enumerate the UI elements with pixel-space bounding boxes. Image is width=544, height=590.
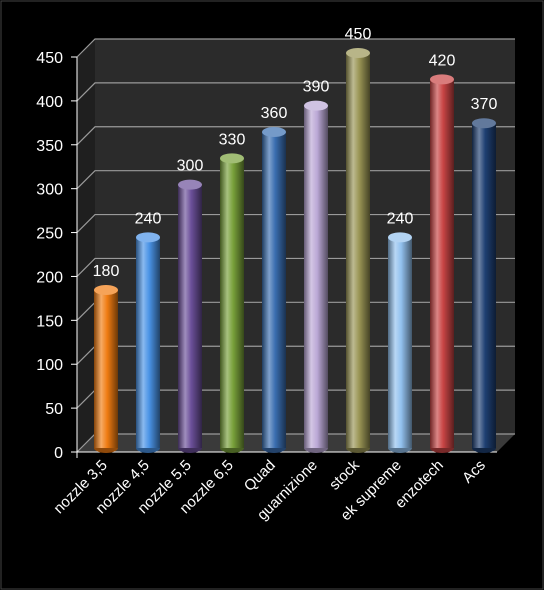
y-tick-label: 300 [36,182,63,199]
data-label: 420 [429,52,456,69]
gridline [76,38,515,58]
bar-cap [304,100,328,111]
y-tick-label: 350 [36,138,63,155]
gridline [76,257,515,277]
y-axis: 0 50 100 150 200 250 300 350 400 450 [36,50,78,462]
y-tick-label: 200 [36,269,63,286]
bar-body [136,237,160,448]
y-tick-label: 400 [36,94,63,111]
y-tick-label: 150 [36,313,63,330]
bar-body [388,237,412,448]
bar-cap [262,127,286,137]
bar-body [346,53,370,448]
bar-cap [346,48,370,58]
bar-cap [430,74,454,85]
bar-cap [220,153,244,164]
bar [388,232,412,453]
data-label: 240 [387,210,414,227]
bar-cap [136,232,160,243]
y-tick-label: 250 [36,226,63,243]
bar [136,232,160,453]
bar-body [430,79,454,448]
bar-body [262,132,286,448]
y-tick-label: 0 [54,445,63,462]
bar [346,48,370,453]
data-labels: 180 240 300 330 360 390 450 240 420 370 [93,26,498,280]
gridline [76,82,515,102]
bar [94,285,118,453]
bar-cap [388,232,412,243]
data-label: 370 [471,96,498,113]
gridline [76,126,515,146]
bar [472,118,496,453]
bar-body [220,158,244,449]
data-label: 390 [303,79,330,96]
bar-cap [178,179,202,190]
bar-cap [472,118,496,129]
bar [262,127,286,453]
gridline [76,170,515,190]
bar [220,153,244,453]
side-wall [77,39,95,452]
y-tick-label: 50 [45,401,63,418]
bar-body [178,184,202,448]
data-label: 450 [345,26,372,43]
data-label: 240 [135,210,162,227]
bar [430,74,454,453]
bar-body [94,290,118,448]
bar [178,179,202,453]
data-label: 300 [177,158,204,175]
bar-body [304,105,328,449]
y-tick-label: 100 [36,357,63,374]
data-label: 330 [219,131,246,148]
data-label: 360 [261,105,288,122]
bar [304,100,328,453]
data-label: 180 [93,263,120,280]
gridline [76,213,515,233]
bars [94,48,496,453]
bar-body [472,123,496,448]
y-tick-label: 450 [36,50,63,67]
bar-cap [94,285,118,295]
